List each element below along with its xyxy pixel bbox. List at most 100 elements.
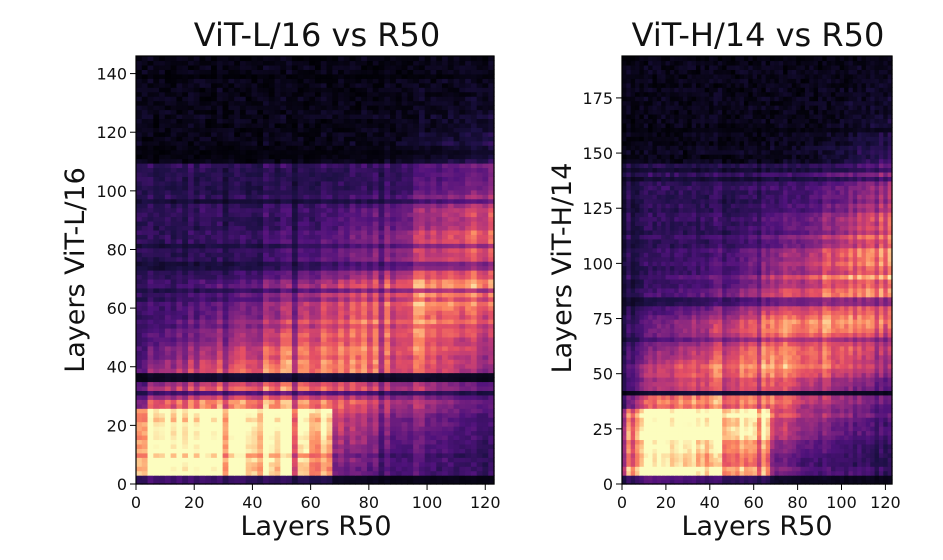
heatmap-cell <box>315 390 322 396</box>
heatmap-cell <box>326 145 333 151</box>
heatmap-cell <box>442 149 449 155</box>
heatmap-cell <box>343 296 351 302</box>
heatmap-cell <box>291 274 299 280</box>
heatmap-cell <box>176 270 183 276</box>
heatmap-cell <box>482 185 489 191</box>
heatmap-cell <box>395 212 403 218</box>
heatmap-cell <box>239 475 247 481</box>
heatmap-cell <box>447 283 455 289</box>
heatmap-cell <box>343 475 351 481</box>
heatmap-cell <box>263 408 270 414</box>
heatmap-cell <box>424 212 432 218</box>
heatmap-cell <box>343 180 351 186</box>
heatmap-cell <box>332 301 339 307</box>
heatmap-cell <box>372 336 380 342</box>
heatmap-cell <box>349 283 357 289</box>
heatmap-cell <box>309 287 316 293</box>
heatmap-cell <box>453 426 460 432</box>
heatmap-cell <box>268 216 276 222</box>
heatmap-cell <box>320 127 328 133</box>
heatmap-cell <box>343 323 351 329</box>
heatmap-cell <box>407 314 414 320</box>
heatmap-cell <box>453 372 460 378</box>
heatmap-cell <box>320 368 328 374</box>
heatmap-cell <box>315 234 322 240</box>
heatmap-cell <box>141 323 149 329</box>
heatmap-cell <box>361 408 368 414</box>
heatmap-cell <box>153 475 160 481</box>
heatmap-cell <box>482 341 489 347</box>
heatmap-cell <box>418 323 426 329</box>
heatmap-cell <box>476 350 484 356</box>
heatmap-cell <box>147 145 154 151</box>
heatmap-cell <box>338 359 345 365</box>
heatmap-cell <box>176 345 183 351</box>
heatmap-cell <box>349 426 357 432</box>
heatmap-cell <box>286 336 293 342</box>
heatmap-cell <box>355 167 362 173</box>
heatmap-cell <box>141 243 149 249</box>
heatmap-cell <box>430 252 437 258</box>
heatmap-cell <box>159 327 166 334</box>
heatmap-cell <box>170 350 178 356</box>
heatmap-cell <box>159 154 166 160</box>
heatmap-cell <box>361 198 368 204</box>
heatmap-cell <box>378 180 385 186</box>
heatmap-cell <box>176 305 183 311</box>
heatmap-cell <box>326 305 333 311</box>
heatmap-cell <box>459 426 466 432</box>
heatmap-cell <box>187 314 195 320</box>
heatmap-cell <box>378 354 385 360</box>
heatmap-cell <box>459 341 466 347</box>
heatmap-cell <box>436 390 443 396</box>
heatmap-cell <box>182 359 189 365</box>
heatmap-cell <box>326 461 333 467</box>
heatmap-cell <box>147 252 154 258</box>
heatmap-cell <box>442 131 449 137</box>
heatmap-cell <box>320 403 328 409</box>
heatmap-cell <box>176 377 183 383</box>
heatmap-cell <box>136 176 143 182</box>
heatmap-cell <box>378 220 385 227</box>
heatmap-cell <box>332 234 339 240</box>
heatmap-cell <box>320 145 328 151</box>
heatmap-cell <box>315 238 322 244</box>
heatmap-cell <box>153 136 160 142</box>
heatmap-cell <box>378 247 385 253</box>
heatmap-cell <box>442 238 449 244</box>
heatmap-cell <box>395 247 403 253</box>
heatmap-cell <box>326 408 333 414</box>
heatmap-cell <box>182 234 189 240</box>
heatmap-cell <box>309 274 316 280</box>
heatmap-cell <box>176 457 183 463</box>
heatmap-cell <box>291 426 299 432</box>
heatmap-cell <box>147 234 154 240</box>
heatmap-cell <box>378 131 385 137</box>
heatmap-cell <box>297 350 305 356</box>
heatmap-cell <box>459 336 466 342</box>
heatmap-cell <box>361 185 368 191</box>
heatmap-cell <box>297 426 305 432</box>
heatmap-cell <box>136 452 143 458</box>
heatmap-cell <box>257 176 264 182</box>
heatmap-cell <box>159 443 166 449</box>
heatmap-cell <box>176 194 183 200</box>
heatmap-cell <box>476 341 484 347</box>
heatmap-cell <box>355 189 362 195</box>
heatmap-cell <box>361 345 368 351</box>
heatmap-cell <box>482 345 489 351</box>
heatmap-cell <box>384 363 391 369</box>
heatmap-cell <box>395 377 403 383</box>
heatmap-cell <box>199 394 206 400</box>
heatmap-cell <box>476 127 484 133</box>
heatmap-cell <box>465 216 472 222</box>
heatmap-cell <box>263 457 270 463</box>
heatmap-cell <box>390 341 397 347</box>
heatmap-cell <box>187 131 195 137</box>
heatmap-cell <box>315 479 322 485</box>
heatmap-cell <box>465 287 472 293</box>
heatmap-cell <box>418 479 426 485</box>
heatmap-cell <box>274 408 281 414</box>
heatmap-cell <box>326 212 333 218</box>
heatmap-cell <box>176 354 183 360</box>
